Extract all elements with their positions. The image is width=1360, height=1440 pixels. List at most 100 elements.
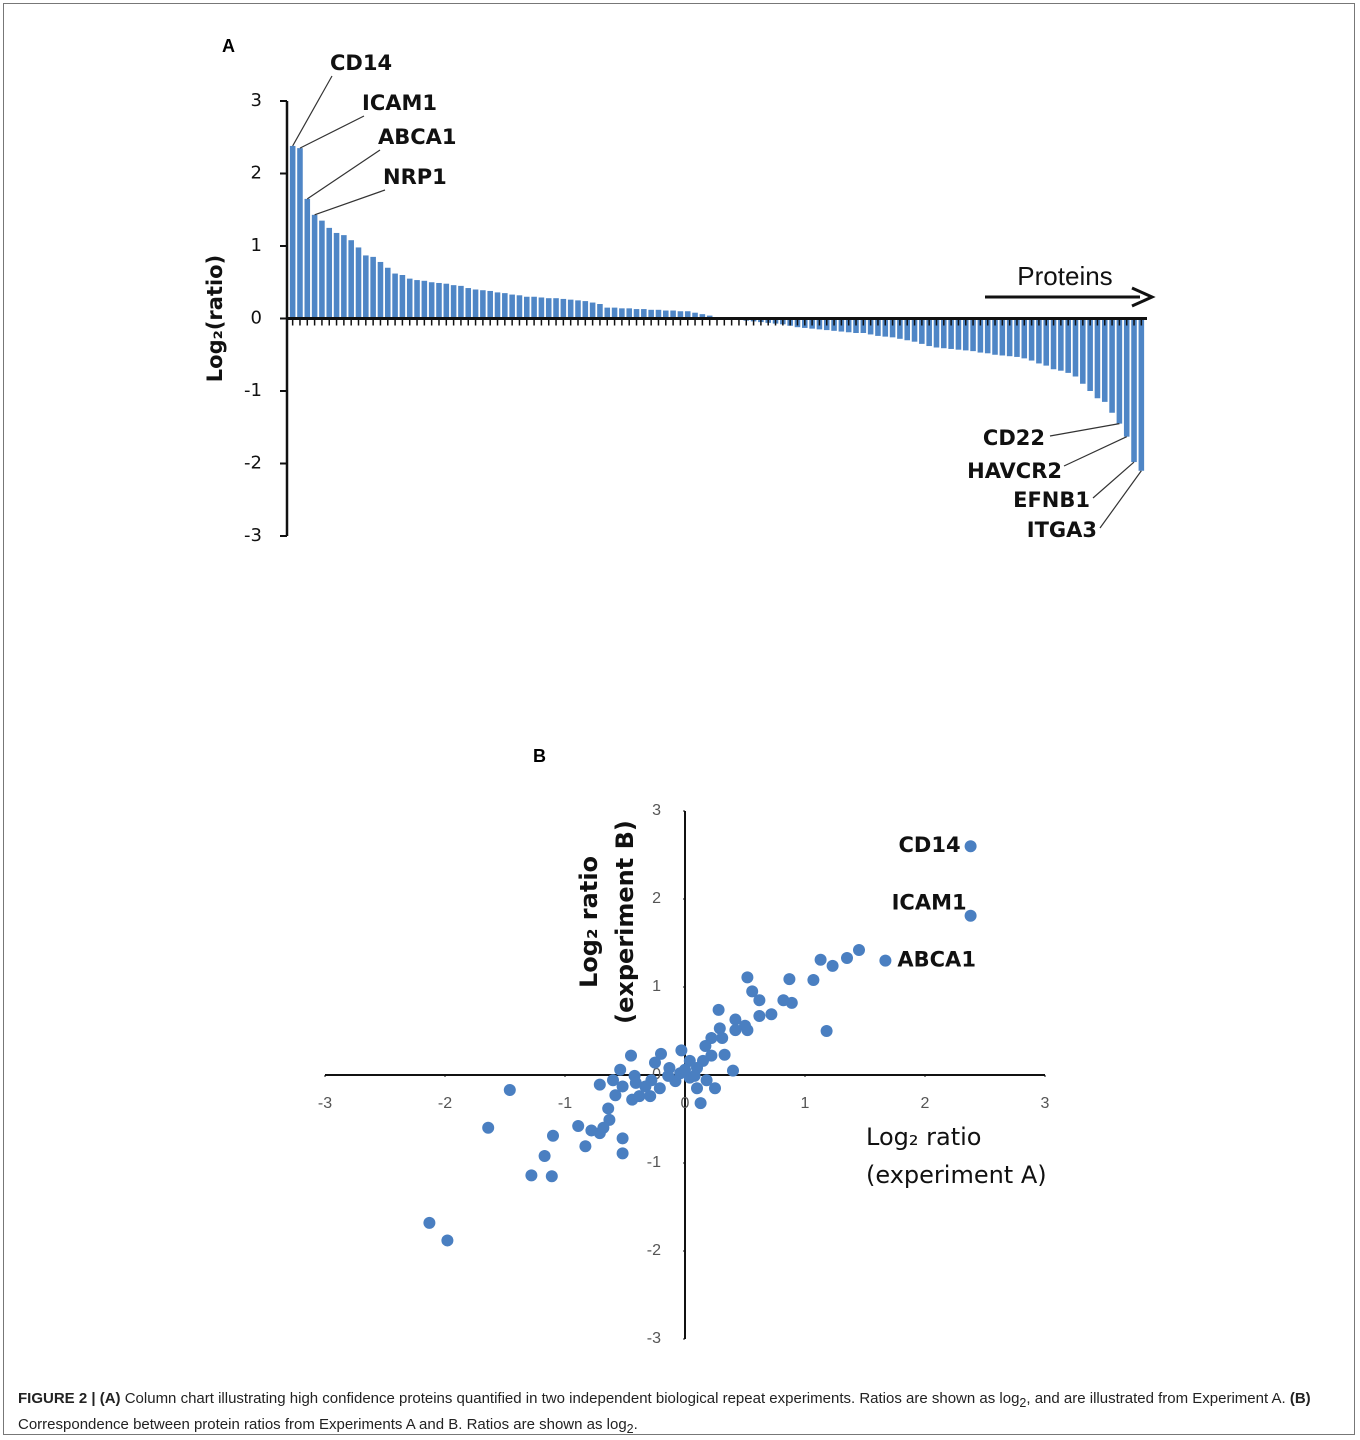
bar	[992, 318, 998, 355]
caption-text: 2	[1019, 1396, 1027, 1410]
annotation: CD22	[983, 426, 1045, 450]
point	[441, 1234, 454, 1247]
annotation: NRP1	[383, 165, 447, 189]
y-axis-title: Log₂ ratio	[575, 856, 603, 988]
bar	[597, 304, 603, 319]
bar	[538, 297, 545, 319]
point	[783, 973, 796, 986]
bar	[516, 295, 523, 319]
bar	[502, 293, 508, 319]
bar	[582, 301, 589, 319]
bar	[955, 318, 962, 350]
point	[585, 1124, 598, 1137]
y-tick-label: -1	[647, 1154, 661, 1171]
point	[614, 1063, 627, 1076]
point	[691, 1082, 703, 1095]
point	[785, 996, 798, 1009]
bar	[1138, 318, 1145, 471]
x-tick-label: -1	[558, 1095, 572, 1112]
point	[713, 1022, 726, 1035]
y-tick-label: -1	[244, 380, 262, 401]
annotation: ICAM1	[362, 91, 437, 115]
point	[964, 909, 977, 922]
point	[694, 1097, 707, 1110]
point	[718, 1048, 731, 1061]
point	[579, 1140, 592, 1153]
bar	[911, 318, 918, 342]
point	[675, 1044, 688, 1057]
bar	[545, 298, 552, 319]
point	[525, 1169, 538, 1182]
point	[753, 1010, 766, 1023]
leader-line	[1099, 470, 1142, 529]
caption-text: , and are illustrated from Experiment A.	[1026, 1390, 1290, 1407]
bar	[889, 318, 896, 338]
bar	[560, 298, 567, 319]
point	[593, 1078, 606, 1091]
y-tick-label: -2	[647, 1242, 661, 1259]
annotation: ITGA3	[1027, 518, 1097, 542]
y-tick-label: 3	[652, 802, 661, 819]
bar	[421, 280, 428, 319]
bar	[494, 292, 501, 319]
bar	[289, 145, 296, 319]
point	[653, 1082, 666, 1095]
leader-line	[314, 189, 386, 216]
bar	[363, 255, 369, 319]
caption-text: .	[633, 1416, 638, 1433]
bar	[619, 308, 625, 319]
point	[423, 1216, 436, 1229]
annotation: HAVCR2	[967, 459, 1062, 483]
bar	[458, 285, 464, 319]
point	[633, 1090, 646, 1103]
y-tick-label: -2	[244, 453, 262, 474]
x-tick-label: -3	[318, 1095, 332, 1112]
y-tick-label: -3	[647, 1330, 661, 1347]
bar	[1101, 318, 1108, 402]
point	[688, 1069, 701, 1082]
point	[625, 1049, 637, 1062]
bar	[684, 311, 691, 319]
bar	[392, 273, 398, 319]
point	[753, 994, 766, 1007]
point	[741, 1024, 754, 1037]
point	[602, 1102, 615, 1115]
panel-label: B	[533, 746, 546, 766]
bar	[355, 247, 362, 319]
point	[644, 1090, 657, 1103]
point	[503, 1083, 516, 1096]
y-tick-label: 1	[251, 235, 262, 256]
bar	[414, 280, 420, 319]
point	[700, 1074, 713, 1087]
bar	[1021, 318, 1028, 359]
point	[716, 1032, 729, 1045]
caption: FIGURE 2 | (A) Column chart illustrating…	[18, 1388, 1343, 1440]
point	[679, 1063, 691, 1076]
x-tick-label: -2	[438, 1095, 452, 1112]
bar	[443, 283, 450, 319]
y-axis-title: (experiment B)	[611, 820, 639, 1024]
bar	[487, 290, 493, 319]
bar	[553, 298, 559, 319]
point	[879, 954, 892, 967]
point	[545, 1170, 558, 1183]
caption-text: Column chart illustrating high confidenc…	[120, 1390, 1020, 1407]
arrow-head	[1131, 286, 1156, 308]
bar	[611, 307, 618, 319]
x-tick-label: 3	[1041, 1095, 1050, 1112]
y-tick-label: 1	[652, 978, 661, 995]
point	[572, 1120, 585, 1133]
point	[820, 1025, 833, 1037]
bar	[970, 318, 976, 352]
bar	[984, 318, 991, 354]
bar	[326, 227, 333, 319]
point	[765, 1008, 778, 1021]
bar	[472, 289, 479, 319]
bar	[436, 282, 442, 319]
y-tick-label: 0	[251, 308, 262, 329]
caption-text: (B)	[1289, 1390, 1311, 1407]
point	[807, 973, 820, 986]
leader-line	[1049, 423, 1120, 437]
bar	[941, 318, 947, 349]
bar	[1131, 318, 1137, 463]
